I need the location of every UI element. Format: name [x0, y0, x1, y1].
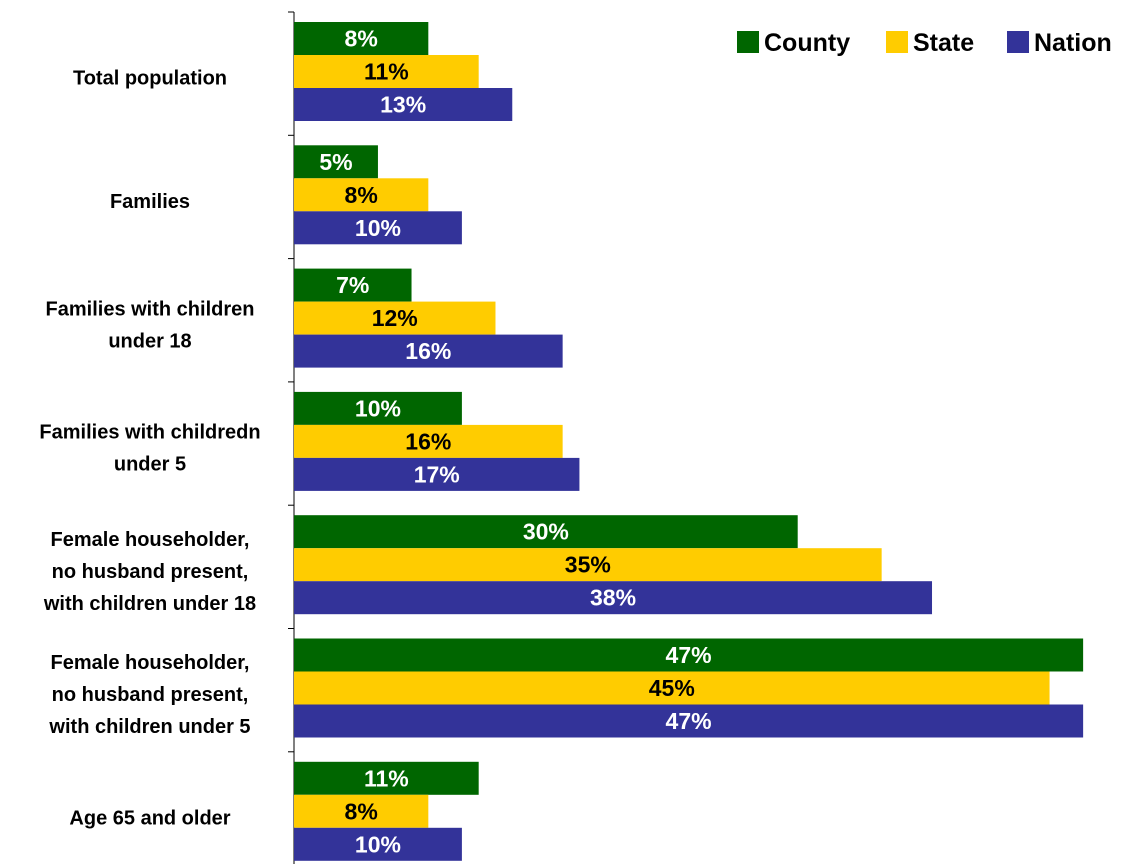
legend-swatch-state: [886, 31, 908, 53]
data-label: 10%: [355, 215, 401, 241]
bar-state: [294, 548, 882, 582]
data-label: 13%: [380, 92, 426, 118]
bar-state: [294, 424, 563, 458]
bar-nation: [294, 88, 513, 121]
legend-label-nation: Nation: [1034, 29, 1112, 57]
data-label: 16%: [405, 428, 451, 454]
category-label: Female householder, no husband present, wi…: [48, 652, 250, 738]
data-label: 8%: [345, 26, 378, 52]
bar-county: [294, 268, 412, 302]
category-labels: Total population Families Families with ch…: [39, 68, 260, 830]
bar-state: [294, 794, 429, 828]
bar-state: [294, 178, 429, 212]
category-label: Families: [110, 191, 190, 213]
data-label: 11%: [364, 59, 409, 85]
data-label: 11%: [364, 765, 409, 791]
data-label: 47%: [666, 642, 712, 668]
data-label: 47%: [666, 708, 712, 734]
bar-county: [294, 761, 479, 795]
category-axis: [288, 11, 295, 864]
bar-county: [294, 391, 462, 425]
category-label: Female householder, no husband present, wi…: [43, 529, 256, 615]
bar-nation: [294, 827, 462, 861]
bar-nation: [294, 581, 933, 615]
data-label: 10%: [355, 395, 401, 421]
bar-county: [294, 638, 1084, 672]
data-label: 7%: [336, 272, 369, 298]
bar-state: [294, 55, 479, 88]
category-label: Age 65 and older: [69, 807, 230, 829]
bar-nation: [294, 211, 462, 245]
data-label: 38%: [590, 585, 636, 611]
legend-label-state: State: [913, 29, 974, 57]
data-label: 8%: [345, 798, 378, 824]
bar-nation: [294, 704, 1084, 738]
legend-swatch-county: [737, 31, 759, 53]
legend: County State Nation: [737, 29, 1112, 57]
category-label: Families with childredn under 5: [39, 422, 260, 476]
data-label: 10%: [355, 831, 401, 857]
category-label: Total population: [73, 68, 227, 90]
bar-county: [294, 515, 798, 549]
data-label: 35%: [565, 552, 611, 578]
data-label: 45%: [649, 675, 695, 701]
data-label: 17%: [414, 461, 460, 487]
bar-nation: [294, 334, 563, 368]
data-label: 12%: [372, 305, 418, 331]
data-label: 5%: [319, 149, 352, 175]
legend-swatch-nation: [1007, 31, 1029, 53]
bar-state: [294, 301, 496, 335]
bar-county: [294, 22, 429, 55]
data-label: 30%: [523, 519, 569, 545]
data-label: 8%: [345, 182, 378, 208]
bar-county: [294, 145, 378, 179]
data-label: 16%: [405, 338, 451, 364]
category-label: Families with children under 18: [46, 298, 255, 352]
legend-label-county: County: [764, 29, 850, 57]
bar-state: [294, 671, 1050, 705]
bar-nation: [294, 457, 580, 491]
bars: 8%11%13%5%8%10%7%12%16%10%16%17%30%35%38…: [294, 22, 1084, 861]
